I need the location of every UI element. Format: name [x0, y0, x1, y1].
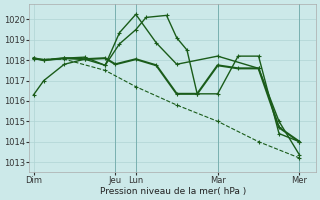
X-axis label: Pression niveau de la mer( hPa ): Pression niveau de la mer( hPa )	[100, 187, 246, 196]
